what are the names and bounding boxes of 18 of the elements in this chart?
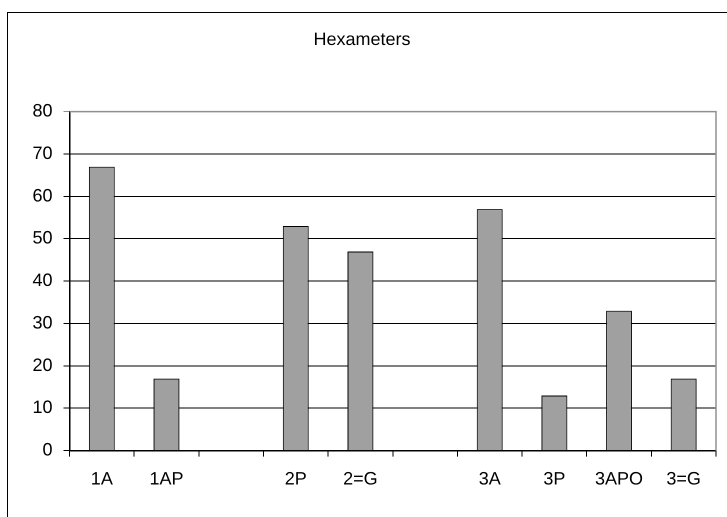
chart-title: Hexameters xyxy=(313,28,411,49)
y-tick-label: 40 xyxy=(32,270,52,290)
x-tick-label: 3P xyxy=(543,468,566,488)
y-tick-label: 70 xyxy=(32,142,52,163)
x-tick-label: 2P xyxy=(284,468,307,488)
x-tick-label: 1A xyxy=(90,468,113,488)
y-tick-label: 0 xyxy=(42,440,52,460)
y-tick-label: 20 xyxy=(32,354,52,375)
y-tick-label: 60 xyxy=(32,185,52,206)
y-tick-label: 50 xyxy=(32,228,52,248)
x-tick-label: 3=G xyxy=(666,468,701,488)
y-tick-label: 10 xyxy=(32,397,52,418)
x-tick-label: 3A xyxy=(478,468,501,488)
x-tick-label: 3APO xyxy=(595,468,644,488)
x-tick-label: 1AP xyxy=(149,468,184,488)
x-tick-label: 2=G xyxy=(343,468,378,488)
y-tick-label: 30 xyxy=(32,312,52,332)
y-tick-label: 80 xyxy=(32,100,52,121)
